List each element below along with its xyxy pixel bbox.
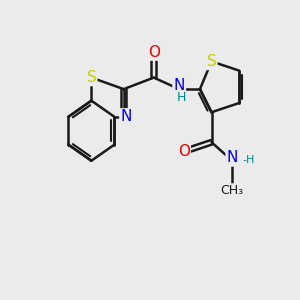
Text: O: O [178,144,190,159]
Text: H: H [176,91,186,104]
Text: O: O [148,45,160,60]
Text: CH₃: CH₃ [221,184,244,197]
Text: N: N [173,78,185,93]
Text: N: N [226,151,238,166]
Text: S: S [207,54,216,69]
Text: -H: -H [243,154,255,165]
Text: N: N [120,109,132,124]
Text: S: S [86,70,96,85]
